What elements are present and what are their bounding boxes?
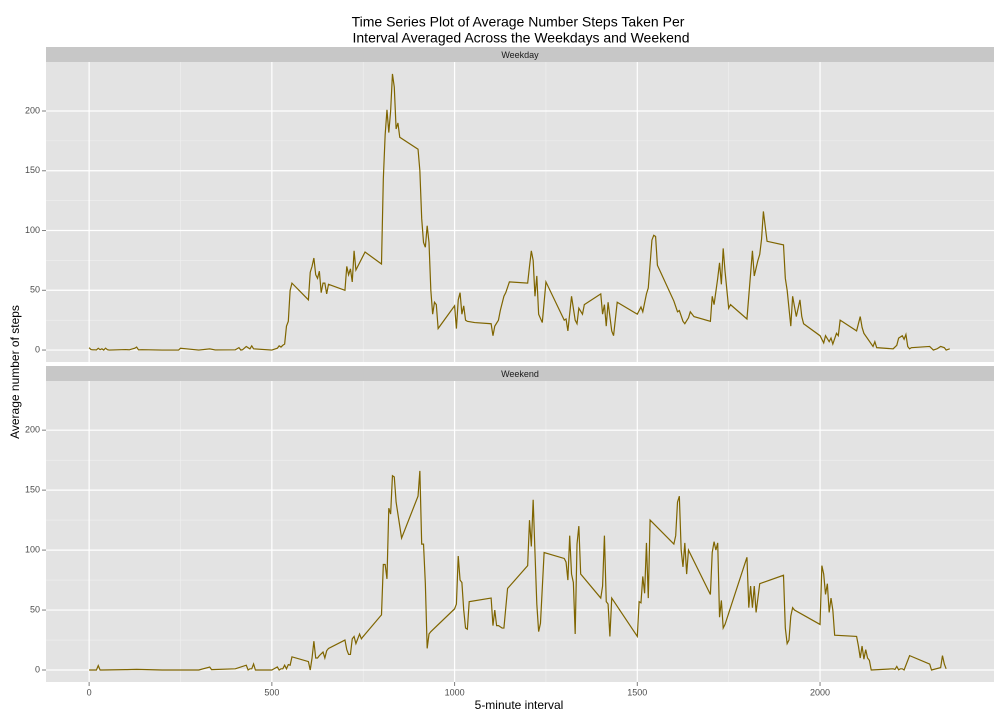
strip-label: Weekend <box>501 369 539 379</box>
x-tick-label: 1000 <box>445 687 465 697</box>
strip-label: Weekday <box>501 50 539 60</box>
panel <box>46 381 994 682</box>
x-tick-label: 2000 <box>810 687 830 697</box>
y-tick-label: 100 <box>25 225 40 235</box>
panel <box>46 62 994 362</box>
x-tick-label: 500 <box>264 687 279 697</box>
data-line <box>89 470 947 671</box>
y-tick-label: 200 <box>25 105 40 115</box>
chart-title: Time Series Plot of Average Number Steps… <box>352 14 685 30</box>
x-tick-label: 1500 <box>627 687 647 697</box>
y-tick-label: 150 <box>25 485 40 495</box>
y-tick-label: 50 <box>30 604 40 614</box>
y-tick-label: 200 <box>25 425 40 435</box>
x-axis-title: 5-minute interval <box>475 698 564 712</box>
strip <box>46 47 994 62</box>
strip <box>46 366 994 381</box>
y-tick-label: 100 <box>25 544 40 554</box>
x-tick-label: 0 <box>87 687 92 697</box>
y-tick-label: 0 <box>35 664 40 674</box>
y-tick-label: 150 <box>25 165 40 175</box>
data-line <box>88 73 950 351</box>
chart-title: Interval Averaged Across the Weekdays an… <box>353 30 690 46</box>
y-tick-label: 50 <box>30 285 40 295</box>
y-tick-label: 0 <box>35 344 40 354</box>
y-axis-title: Average number of steps <box>8 305 22 439</box>
